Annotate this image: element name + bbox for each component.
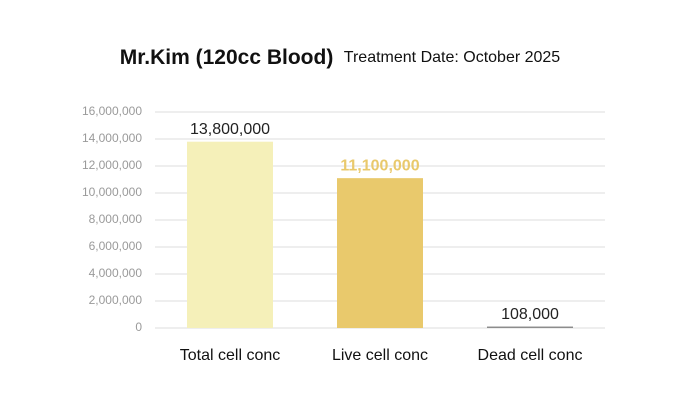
y-tick-label: 6,000,000 <box>89 239 143 253</box>
bar <box>187 141 273 328</box>
x-tick-label: Live cell conc <box>332 347 428 364</box>
value-label: 13,800,000 <box>190 121 270 138</box>
x-tick-label: Total cell conc <box>180 347 281 364</box>
y-tick-label: 2,000,000 <box>89 293 143 307</box>
y-tick-label: 0 <box>135 320 142 334</box>
value-label: 11,100,000 <box>340 157 419 174</box>
chart-title: Mr.Kim (120cc Blood) <box>120 46 334 69</box>
y-tick-label: 8,000,000 <box>89 212 143 226</box>
chart-subtitle: Treatment Date: October 2025 <box>344 49 561 66</box>
bar <box>487 326 573 328</box>
y-tick-label: 12,000,000 <box>82 158 142 172</box>
y-tick-label: 16,000,000 <box>82 104 142 118</box>
chart-heading: Mr.Kim (120cc Blood) Treatment Date: Oct… <box>120 46 561 69</box>
y-tick-label: 10,000,000 <box>82 185 142 199</box>
y-tick-label: 4,000,000 <box>89 266 143 280</box>
x-tick-label: Dead cell conc <box>478 347 583 364</box>
bar <box>337 178 423 328</box>
y-tick-label: 14,000,000 <box>82 131 142 145</box>
value-label: 108,000 <box>501 306 559 323</box>
